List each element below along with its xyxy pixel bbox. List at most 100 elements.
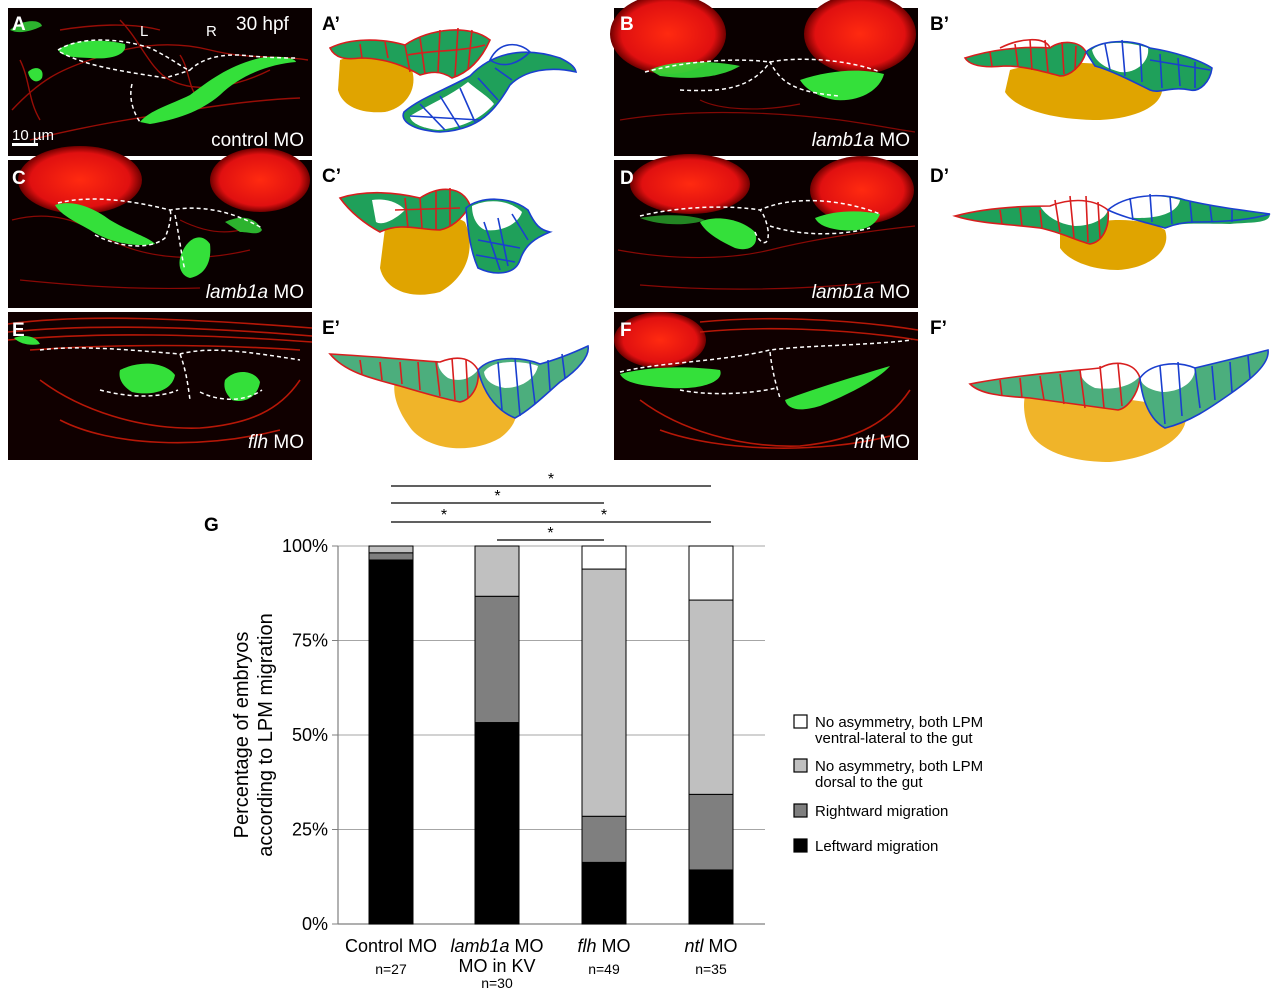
panel-f-prime: F’ — [930, 318, 1269, 462]
panel-f-gut-outline — [619, 339, 913, 399]
gut — [1024, 395, 1187, 462]
x-tick-label-text: MO — [597, 936, 631, 956]
sample-size-label: n=27 — [375, 961, 407, 977]
right-lpm-outline — [465, 198, 553, 274]
panel-c-prime: C’ — [322, 166, 553, 295]
y-tick-label: 100% — [282, 536, 328, 556]
left-lpm-outline — [968, 362, 1141, 411]
right-lpm-outline — [402, 43, 577, 133]
right-lpm-outline — [1139, 348, 1269, 429]
x-tick-label-text: Control MO — [345, 936, 437, 956]
significance-star: * — [548, 471, 554, 488]
legend-label-line2: dorsal to the gut — [815, 774, 923, 791]
panel-b-red-membranes — [619, 99, 916, 133]
bar-segment — [368, 559, 414, 925]
x-tick-label-text: MO — [704, 936, 738, 956]
legend-label: Rightward migration — [815, 803, 948, 820]
panel-a-micrograph — [8, 8, 312, 156]
right-lpm-outline — [477, 344, 589, 419]
legend-swatch — [793, 758, 808, 773]
panel-e-green-right — [224, 371, 260, 402]
left-lpm-outline — [963, 38, 1087, 77]
x-tick-label-italic: lamb1a — [450, 936, 509, 956]
gut — [380, 216, 470, 295]
x-tick-label: flh MO — [577, 936, 630, 956]
panel-a-prime-letter: A’ — [322, 14, 340, 35]
legend-label-line2: ventral-lateral to the gut — [815, 730, 973, 747]
panel-d-gut-outline — [639, 199, 881, 244]
y-axis-title-line2: according to LPM migration — [255, 613, 277, 856]
significance-brackets: * * * * * — [391, 471, 711, 542]
panel-f-condition: ntl MO — [854, 432, 910, 453]
panel-d-green-left — [700, 218, 757, 250]
panel-e-red-fibers — [7, 317, 313, 444]
panel-f-nucleus — [614, 312, 706, 368]
left-lpm-outline — [328, 353, 480, 403]
y-tick-labels: 0% 25% 50% 75% 100% — [282, 536, 328, 934]
panel-b-condition: lamb1a MO — [812, 130, 910, 151]
panel-a-green-left-lpm — [58, 40, 126, 59]
bar-segment — [581, 861, 627, 925]
panel-a: A L R 30 hpf 10 µm control MO — [8, 8, 312, 156]
y-tick-label: 50% — [292, 725, 328, 745]
panel-b-prime-letter: B’ — [930, 14, 949, 35]
panel-c-nucleus-right — [210, 148, 310, 212]
panel-b-prime: B’ — [930, 14, 1213, 120]
right-lpm-outline — [1084, 39, 1213, 92]
panel-b-green-right — [800, 70, 884, 101]
panel-d-letter: D — [620, 168, 634, 189]
legend-label-line1: No asymmetry, both LPM — [815, 714, 983, 731]
panel-c: C lamb1a MO — [8, 146, 312, 308]
significance-star: * — [601, 507, 607, 524]
bar-segment — [688, 869, 734, 925]
legend-swatch — [793, 803, 808, 818]
panel-a-gut-outline — [57, 39, 297, 123]
panel-c-prime-letter: C’ — [322, 166, 341, 187]
x-tick-label-italic: ntl — [684, 936, 704, 956]
panel-c-green-left — [55, 203, 155, 246]
bar-segment — [581, 568, 627, 817]
panel-d-nucleus-left — [630, 154, 750, 214]
legend-swatch — [793, 838, 808, 853]
sample-size-label: n=49 — [588, 961, 620, 977]
panel-a-green-corner — [10, 21, 42, 33]
panel-c-gut-outline — [57, 198, 263, 271]
panel-b-nucleus-left — [610, 0, 726, 74]
x-tick-label: lamb1a MO — [450, 936, 543, 956]
bar-segment — [474, 595, 520, 724]
sample-size-label: n=35 — [695, 961, 727, 977]
x-tick-label-text: MO — [510, 936, 544, 956]
panel-a-condition: control MO — [211, 130, 304, 151]
panel-f-red-fibers — [639, 317, 919, 449]
bar-segment — [474, 722, 520, 925]
panel-e: E flh MO — [7, 312, 313, 460]
panel-d-nucleus-right — [810, 156, 914, 224]
gut — [338, 55, 414, 113]
y-axis-title: Percentage of embryos according to LPM m… — [231, 613, 277, 856]
x-tick-label-line2: MO in KV — [458, 956, 535, 976]
panel-d-prime: D’ — [930, 166, 1271, 270]
significance-star: * — [441, 507, 447, 524]
y-axis-title-line1: Percentage of embryos — [231, 632, 253, 839]
panel-b-letter: B — [620, 14, 634, 35]
panel-c-letter: C — [12, 168, 26, 189]
panel-d-red-membranes — [617, 225, 916, 290]
panel-c-green-right — [179, 237, 211, 278]
panel-e-condition: flh MO — [248, 432, 304, 453]
sample-size-label: n=30 — [481, 975, 513, 991]
panel-a-prime: A’ — [322, 14, 577, 133]
x-tick-label-italic: flh — [577, 936, 596, 956]
panel-e-letter: E — [12, 320, 25, 341]
scale-bar — [12, 143, 38, 146]
panel-f: F ntl MO — [614, 312, 919, 460]
panel-b: B lamb1a MO — [610, 0, 918, 156]
right-marker: R — [206, 23, 217, 40]
legend-label: Leftward migration — [815, 838, 938, 855]
panel-c-nucleus-left — [18, 146, 142, 214]
right-lpm-outline — [1106, 193, 1271, 229]
y-tick-label: 75% — [292, 631, 328, 651]
left-marker: L — [140, 23, 148, 40]
significance-star: * — [547, 525, 553, 542]
